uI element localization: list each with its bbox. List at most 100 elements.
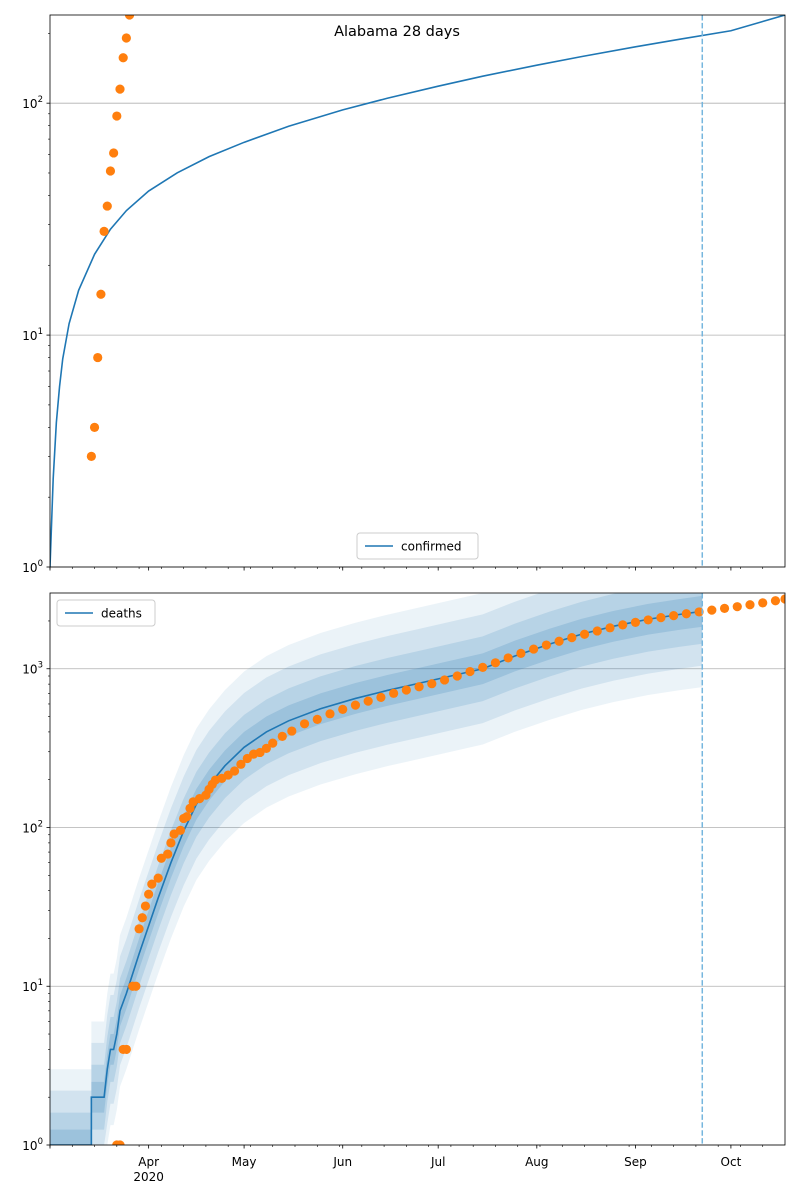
data-point-57: [554, 636, 564, 646]
data-point-58: [567, 633, 577, 643]
data-point-29: [236, 759, 246, 769]
data-point-44: [389, 688, 399, 698]
axes-frame: [49, 14, 786, 568]
data-point-28: [229, 766, 240, 776]
data-point-52: [490, 658, 501, 668]
plot-marks: [50, 593, 785, 1145]
data-point-73: [758, 598, 768, 608]
data-point-49: [452, 671, 462, 681]
data-point-47: [427, 679, 437, 689]
data-point-13: [163, 849, 173, 859]
data-point-65: [656, 612, 666, 623]
y-tick-label-1: 100: [22, 1137, 43, 1153]
data-point-18: [182, 812, 192, 822]
x-tick-label-may: May: [232, 1155, 257, 1169]
y-tick-label-1000: 103: [22, 661, 43, 677]
y-tick-label-10: 101: [22, 978, 43, 994]
data-point-36: [287, 726, 297, 736]
x-tick-label-oct: Oct: [721, 1155, 742, 1169]
legend-frame: [56, 599, 156, 627]
data-point-62: [618, 620, 628, 630]
legend-label: deaths: [101, 607, 142, 621]
data-point-43: [376, 692, 386, 702]
data-point-8: [112, 111, 122, 121]
data-point-53: [503, 653, 513, 663]
data-point-75: [780, 594, 785, 604]
data-point-39: [325, 709, 335, 719]
data-point-3: [96, 289, 106, 299]
data-point-33: [261, 743, 271, 753]
data-point-6: [105, 166, 116, 176]
y-tick-label-100: 102: [22, 819, 43, 835]
x-tick-sublabel-year: 2020: [133, 1170, 164, 1184]
data-point-0: [86, 451, 96, 461]
data-point-35: [277, 731, 287, 741]
data-point-1: [115, 1140, 125, 1145]
data-point-48: [439, 675, 450, 685]
data-point-64: [643, 615, 653, 625]
data-point-10: [147, 879, 157, 889]
x-tick-label-jul: Jul: [430, 1155, 445, 1169]
plot-marks: [50, 15, 785, 567]
data-point-50: [465, 666, 475, 677]
legend: deaths: [56, 599, 156, 627]
data-point-7: [109, 148, 119, 158]
data-point-5: [102, 201, 112, 211]
legend-frame: [356, 532, 479, 560]
x-tick-label-aug: Aug: [525, 1155, 548, 1169]
data-point-55: [529, 644, 539, 654]
data-point-14: [166, 838, 176, 848]
x-tick-label-sep: Sep: [624, 1155, 647, 1169]
uncertainty-band-2: [50, 593, 703, 1145]
data-point-67: [681, 609, 691, 619]
data-point-40: [338, 704, 348, 714]
data-point-4: [99, 226, 109, 236]
data-point-9: [115, 84, 125, 94]
y-tick-label-10: 101: [22, 327, 43, 343]
data-point-5: [131, 981, 141, 991]
data-point-69: [707, 605, 717, 615]
legend-label: confirmed: [401, 540, 462, 554]
data-point-63: [630, 617, 641, 627]
uncertainty-band-1: [50, 593, 703, 1145]
x-tick-label-apr: Apr: [138, 1155, 159, 1169]
data-point-72: [745, 600, 755, 610]
data-point-51: [478, 662, 488, 672]
data-point-9: [144, 889, 154, 899]
data-point-68: [694, 607, 704, 617]
data-point-6: [134, 924, 144, 934]
data-point-3: [121, 1044, 131, 1055]
data-point-46: [414, 682, 424, 692]
data-point-8: [140, 901, 151, 911]
data-point-38: [312, 714, 322, 724]
uncertainty-band-4: [50, 595, 703, 1145]
data-point-45: [401, 685, 411, 695]
y-tick-label-1: 100: [22, 559, 43, 575]
data-point-12: [124, 15, 135, 20]
data-point-10: [118, 53, 128, 63]
data-point-60: [592, 626, 602, 636]
data-point-70: [719, 603, 730, 613]
data-point-74: [770, 596, 781, 606]
data-point-37: [299, 719, 310, 729]
data-point-59: [579, 629, 590, 639]
data-point-11: [121, 33, 131, 43]
data-point-61: [605, 623, 615, 633]
data-point-42: [363, 696, 373, 706]
data-point-71: [732, 602, 742, 612]
data-point-54: [516, 648, 526, 658]
data-point-11: [153, 873, 163, 883]
data-point-2: [93, 352, 103, 363]
data-point-56: [541, 640, 551, 650]
data-point-66: [669, 611, 679, 621]
y-tick-label-100: 102: [22, 95, 43, 111]
chart-title: Alabama 28 days: [334, 24, 460, 40]
uncertainty-band-3: [50, 593, 703, 1145]
x-tick-label-jun: Jun: [332, 1155, 352, 1169]
data-point-41: [350, 700, 361, 710]
data-point-16: [175, 825, 186, 835]
data-point-1: [89, 422, 100, 432]
data-point-7: [137, 913, 147, 923]
